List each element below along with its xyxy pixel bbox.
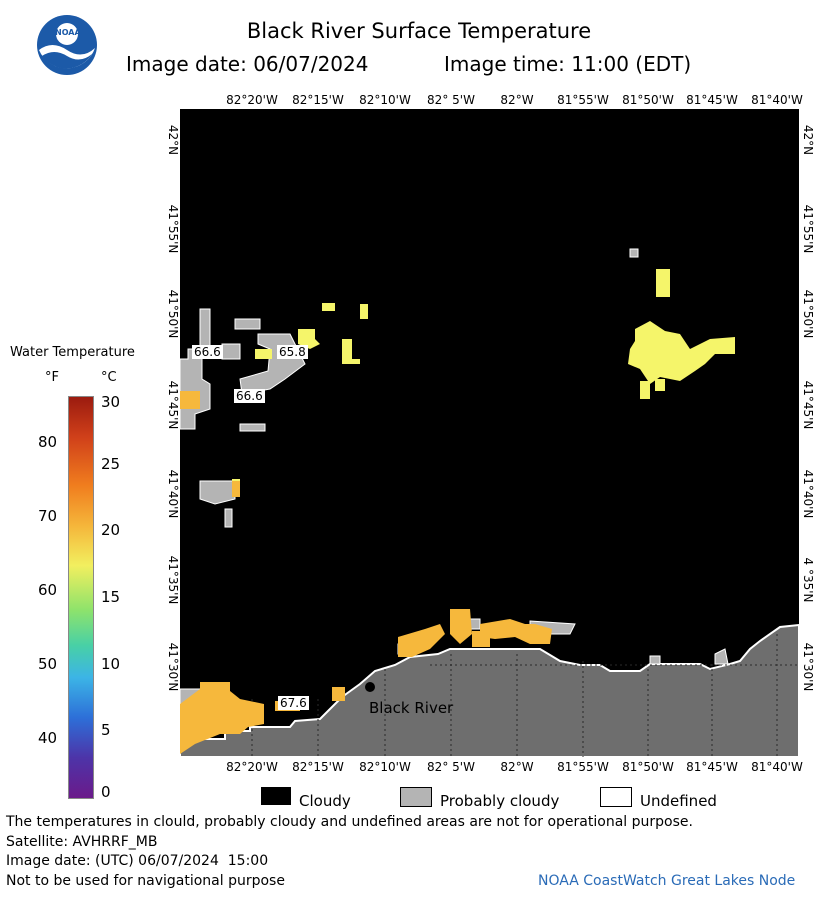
- lat-right-0: 42°N: [801, 124, 815, 156]
- lat-right-5: 4 °35'N: [801, 557, 815, 603]
- map-title: Black River Surface Temperature: [246, 19, 592, 43]
- lon-bottom-5: 81°55'W: [557, 760, 609, 774]
- lon-top-7: 81°45'W: [686, 93, 738, 107]
- utc-date: Image date: (UTC) 06/07/2024 15:00: [6, 853, 269, 869]
- noaa-logo: NOAA: [36, 14, 98, 76]
- c-tick: 10: [101, 655, 121, 673]
- c-tick: 15: [101, 588, 121, 606]
- cloudy-swatch: [261, 787, 291, 805]
- c-tick: 25: [101, 455, 121, 473]
- lon-top-2: 82°10'W: [359, 93, 411, 107]
- lat-left-2: 41°50'N: [166, 289, 180, 339]
- lon-bottom-7: 81°45'W: [686, 760, 738, 774]
- lon-top-3: 82° 5'W: [427, 93, 475, 107]
- cloudy-label: Cloudy: [299, 792, 351, 810]
- lon-top-4: 82°W: [500, 93, 534, 107]
- logo-text: NOAA: [55, 28, 81, 37]
- lat-left-4: 41°40'N: [166, 469, 180, 519]
- undefined-label: Undefined: [640, 792, 717, 810]
- navigation-warning: Not to be used for navigational purpose: [6, 873, 285, 889]
- temp-label: 66.6: [192, 345, 223, 359]
- lon-top-1: 82°15'W: [292, 93, 344, 107]
- lon-top-8: 81°40'W: [751, 93, 803, 107]
- lat-left-0: 42°N: [166, 124, 180, 156]
- land-area: [179, 623, 800, 758]
- c-tick: 5: [101, 721, 111, 739]
- f-tick: 70: [38, 507, 58, 525]
- c-tick: 20: [101, 521, 121, 539]
- temp-label: 66.6: [234, 389, 265, 403]
- lon-bottom-1: 82°15'W: [292, 760, 344, 774]
- c-tick: 0: [101, 783, 111, 801]
- lon-bottom-8: 81°40'W: [751, 760, 803, 774]
- lon-top-6: 81°50'W: [622, 93, 674, 107]
- lat-right-1: 41°55'N: [801, 204, 815, 254]
- probably-cloudy-swatch: [400, 787, 432, 807]
- lon-bottom-0: 82°20'W: [226, 760, 278, 774]
- satellite-info: Satellite: AVHRRF_MB: [6, 834, 158, 850]
- disclaimer: The temperatures in clould, probably clo…: [6, 814, 693, 830]
- lat-right-4: 41°40'N: [801, 469, 815, 519]
- lon-top-5: 81°55'W: [557, 93, 609, 107]
- f-tick: 60: [38, 581, 58, 599]
- lon-bottom-4: 82°W: [500, 760, 534, 774]
- c-tick: 30: [101, 393, 121, 411]
- temp-label: 65.8: [277, 345, 308, 359]
- image-time: Image time: 11:00 (EDT): [444, 52, 692, 76]
- place-label: Black River: [369, 699, 454, 717]
- lon-bottom-6: 81°50'W: [622, 760, 674, 774]
- temp-label: 67.6: [278, 696, 309, 710]
- f-tick: 50: [38, 655, 58, 673]
- f-tick: 80: [38, 433, 58, 451]
- legend-title: Water Temperature: [10, 345, 135, 360]
- image-date: Image date: 06/07/2024: [126, 52, 369, 76]
- lat-left-3: 41°45'N: [166, 380, 180, 430]
- credit: NOAA CoastWatch Great Lakes Node: [538, 873, 796, 889]
- color-scale-bar: [68, 396, 94, 799]
- lon-top-0: 82°20'W: [226, 93, 278, 107]
- lat-left-1: 41°55'N: [166, 204, 180, 254]
- lat-right-3: 41°45'N: [801, 380, 815, 430]
- unit-celsius: °C: [101, 370, 117, 385]
- lat-right-6: 41°30'N: [801, 642, 815, 692]
- f-tick: 40: [38, 729, 58, 747]
- unit-fahrenheit: °F: [45, 370, 59, 385]
- satellite-map: 66.6 65.8 66.6 67.6 Black River: [179, 109, 800, 758]
- undefined-swatch: [600, 787, 632, 807]
- probably-cloudy-label: Probably cloudy: [440, 792, 560, 810]
- lat-right-2: 41°50'N: [801, 289, 815, 339]
- lon-bottom-2: 82°10'W: [359, 760, 411, 774]
- lon-bottom-3: 82° 5'W: [427, 760, 475, 774]
- lat-left-5: 41°35'N: [166, 555, 180, 605]
- lat-left-6: 41°30'N: [166, 642, 180, 692]
- black-river-marker: [365, 682, 375, 692]
